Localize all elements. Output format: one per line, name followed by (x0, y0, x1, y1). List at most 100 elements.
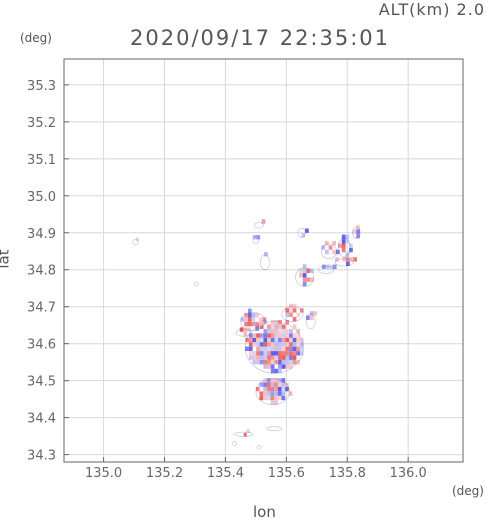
echo-cell (278, 360, 282, 365)
echo-cell (289, 342, 293, 347)
echo-cell (263, 337, 268, 343)
echo-cell (278, 337, 282, 343)
echo-cell (278, 342, 282, 347)
echo-cell (274, 360, 279, 365)
echo-outline (235, 328, 252, 337)
x-axis-label: lon (253, 503, 276, 521)
echo-outline (255, 378, 290, 405)
echo-cell (270, 391, 275, 396)
echo-cell (248, 351, 253, 356)
echo-cell (300, 337, 304, 343)
echo-cell (252, 235, 257, 240)
echo-cell (263, 386, 267, 392)
echo-cell (288, 391, 293, 396)
echo-cell (302, 273, 307, 278)
x-tick-group: 135.0 135.2 135.4 135.6 135.8 136.0 (85, 457, 427, 481)
echo-region (318, 264, 337, 274)
echo-region (232, 441, 237, 446)
x-tick-label: 135.4 (207, 466, 244, 481)
echo-cell (246, 429, 250, 433)
echo-cell (258, 321, 263, 327)
echo-cell (267, 333, 271, 338)
echo-outline (295, 267, 315, 287)
echo-cell (296, 351, 301, 356)
echo-cell (274, 378, 278, 383)
echo-cell (274, 337, 279, 343)
echo-cell (300, 308, 304, 313)
echo-cell (349, 243, 353, 248)
echo-cell (248, 333, 253, 338)
echo-cell (259, 324, 264, 329)
echo-cell (356, 225, 360, 230)
echo-cell (281, 355, 286, 360)
grid-lines (64, 59, 463, 462)
echo-cell (255, 386, 260, 392)
y-tick-label: 34.7 (27, 301, 56, 316)
echo-cell (263, 378, 267, 383)
echo-cell (248, 355, 253, 360)
echo-cell (328, 245, 333, 250)
echo-region (321, 240, 340, 259)
echo-cell (341, 243, 346, 248)
echo-outline (132, 238, 139, 246)
echo-cell (251, 317, 256, 322)
echo-cell (289, 312, 293, 317)
echo-cell (274, 351, 279, 356)
plot-frame (63, 58, 464, 463)
timestamp-title: 2020/09/17 22:35:01 (130, 26, 391, 50)
echo-cell (270, 378, 275, 383)
echo-cell (244, 321, 248, 327)
echo-cell (346, 257, 350, 262)
echo-cell (256, 235, 261, 240)
echo-region (235, 327, 252, 337)
echo-cell (252, 360, 257, 365)
echo-cell (309, 315, 314, 320)
echo-cell (248, 313, 252, 318)
echo-cell (349, 247, 353, 253)
echo-cell (292, 355, 297, 360)
echo-cell (263, 320, 268, 325)
echo-outline (232, 441, 237, 446)
echo-cell (266, 382, 271, 387)
echo-cell (321, 245, 326, 250)
echo-cell (277, 386, 282, 392)
echo-cell (264, 252, 268, 257)
echo-cell (285, 346, 290, 351)
echo-cell (267, 328, 271, 334)
echo-cell (248, 337, 253, 343)
echo-cell (277, 378, 282, 383)
echo-cell (289, 351, 293, 356)
echo-region (234, 429, 254, 437)
echo-cell (281, 324, 286, 329)
echo-outline (260, 254, 270, 271)
echo-cell (267, 355, 271, 360)
echo-region (254, 219, 266, 229)
echo-cell (278, 324, 282, 329)
echo-region (256, 444, 262, 450)
echo-cell (289, 303, 293, 309)
echo-cell (292, 346, 297, 351)
echo-cell (278, 346, 282, 351)
echo-cell (356, 229, 360, 234)
echo-cell (281, 386, 286, 392)
x-unit-label: (deg) (452, 484, 484, 498)
echo-cell (281, 333, 286, 338)
echo-cell (248, 317, 252, 322)
echo-cell (248, 346, 253, 351)
echo-cell (341, 247, 346, 253)
y-tick-label: 35.0 (27, 190, 56, 205)
echo-cell (278, 320, 282, 325)
echo-cell (259, 355, 264, 360)
x-tick-label: 135.6 (268, 466, 305, 481)
echo-cell (301, 233, 306, 238)
echo-cell (292, 303, 297, 309)
echo-cell (332, 249, 336, 255)
echo-cell (278, 364, 282, 369)
echo-cell (256, 360, 260, 365)
echo-cell (244, 317, 248, 322)
echo-cell (306, 277, 311, 282)
y-tick-label: 35.2 (27, 116, 56, 131)
echo-outline (297, 227, 306, 238)
echo-cell (341, 234, 346, 239)
echo-cell (274, 400, 278, 405)
